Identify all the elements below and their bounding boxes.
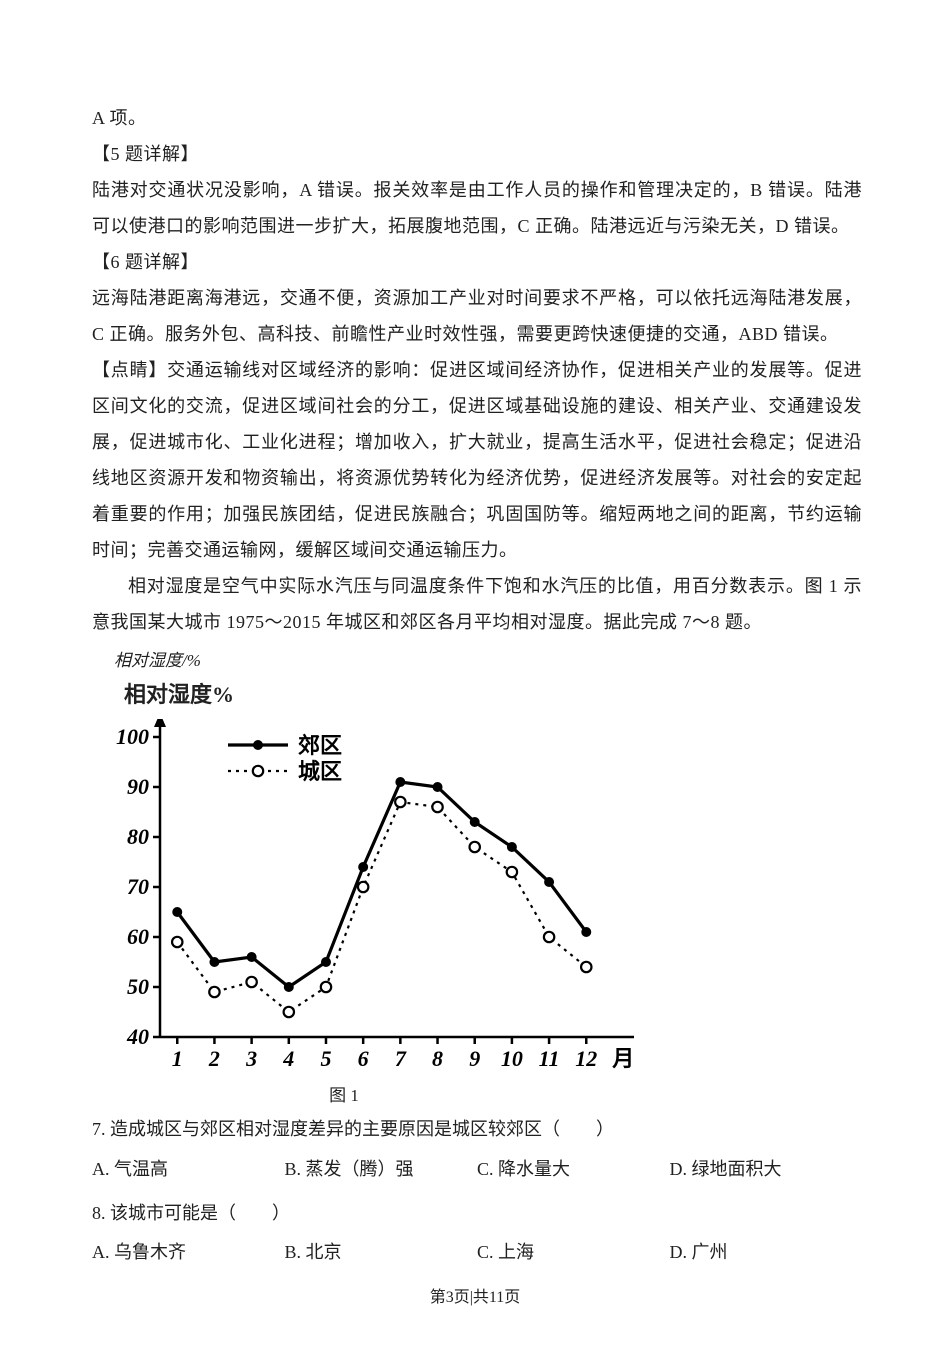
svg-text:郊区: 郊区 bbox=[298, 733, 342, 758]
svg-text:80: 80 bbox=[127, 824, 149, 849]
explanation-6: 远海陆港距离海港远，交通不便，资源加工产业对时间要求不严格，可以依托远海陆港发展… bbox=[92, 280, 862, 352]
svg-text:60: 60 bbox=[127, 924, 149, 949]
question-7-stem: 7. 造成城区与郊区相对湿度差异的主要原因是城区较郊区（ ） bbox=[92, 1110, 862, 1150]
svg-text:5: 5 bbox=[320, 1046, 331, 1071]
q7-option-a: A. 气温高 bbox=[92, 1150, 285, 1190]
explanation-heading-6: 【6 题详解】 bbox=[92, 244, 862, 280]
svg-text:月: 月 bbox=[611, 1046, 634, 1071]
page-footer: 第3页|共11页 bbox=[0, 1283, 950, 1307]
svg-text:1: 1 bbox=[172, 1046, 183, 1071]
chart-block: 相对湿度/% 相对湿度% 405060708090100123456789101… bbox=[94, 646, 862, 1106]
svg-text:10: 10 bbox=[501, 1046, 523, 1071]
svg-text:8: 8 bbox=[432, 1046, 443, 1071]
svg-text:3: 3 bbox=[245, 1046, 257, 1071]
svg-text:2: 2 bbox=[208, 1046, 220, 1071]
q8-option-b: B. 北京 bbox=[285, 1233, 478, 1273]
stimulus-intro: 相对湿度是空气中实际水汽压与同温度条件下饱和水汽压的比值，用百分数表示。图 1 … bbox=[92, 568, 862, 640]
humidity-line-chart: 405060708090100123456789101112月郊区城区 bbox=[94, 719, 634, 1079]
svg-text:4: 4 bbox=[282, 1046, 294, 1071]
svg-text:12: 12 bbox=[575, 1046, 597, 1071]
svg-text:7: 7 bbox=[395, 1046, 407, 1071]
y-axis-title-lower: 相对湿度% bbox=[124, 671, 862, 719]
y-axis-title-upper: 相对湿度/% bbox=[114, 646, 862, 671]
q8-option-c: C. 上海 bbox=[477, 1233, 670, 1273]
q8-option-d: D. 广州 bbox=[670, 1233, 863, 1273]
chart-caption: 图 1 bbox=[134, 1081, 554, 1106]
svg-text:90: 90 bbox=[127, 774, 149, 799]
svg-text:城区: 城区 bbox=[298, 759, 342, 784]
explanation-heading-5: 【5 题详解】 bbox=[92, 136, 862, 172]
answer-fragment: A 项。 bbox=[92, 100, 862, 136]
svg-text:100: 100 bbox=[116, 724, 149, 749]
svg-text:50: 50 bbox=[127, 974, 149, 999]
dianjing: 【点睛】交通运输线对区域经济的影响：促进区域间经济协作，促进相关产业的发展等。促… bbox=[92, 352, 862, 568]
svg-text:40: 40 bbox=[126, 1024, 149, 1049]
svg-text:6: 6 bbox=[358, 1046, 369, 1071]
q7-option-c: C. 降水量大 bbox=[477, 1150, 670, 1190]
page: A 项。 【5 题详解】 陆港对交通状况没影响，A 错误。报关效率是由工作人员的… bbox=[0, 0, 950, 1345]
q8-option-a: A. 乌鲁木齐 bbox=[92, 1233, 285, 1273]
svg-text:11: 11 bbox=[539, 1046, 560, 1071]
svg-text:70: 70 bbox=[127, 874, 149, 899]
question-7-options: A. 气温高 B. 蒸发（腾）强 C. 降水量大 D. 绿地面积大 bbox=[92, 1150, 862, 1190]
explanation-5: 陆港对交通状况没影响，A 错误。报关效率是由工作人员的操作和管理决定的，B 错误… bbox=[92, 172, 862, 244]
question-8-options: A. 乌鲁木齐 B. 北京 C. 上海 D. 广州 bbox=[92, 1233, 862, 1273]
question-8-stem: 8. 该城市可能是（ ） bbox=[92, 1194, 862, 1234]
svg-text:9: 9 bbox=[469, 1046, 480, 1071]
q7-option-d: D. 绿地面积大 bbox=[670, 1150, 863, 1190]
q7-option-b: B. 蒸发（腾）强 bbox=[285, 1150, 478, 1190]
